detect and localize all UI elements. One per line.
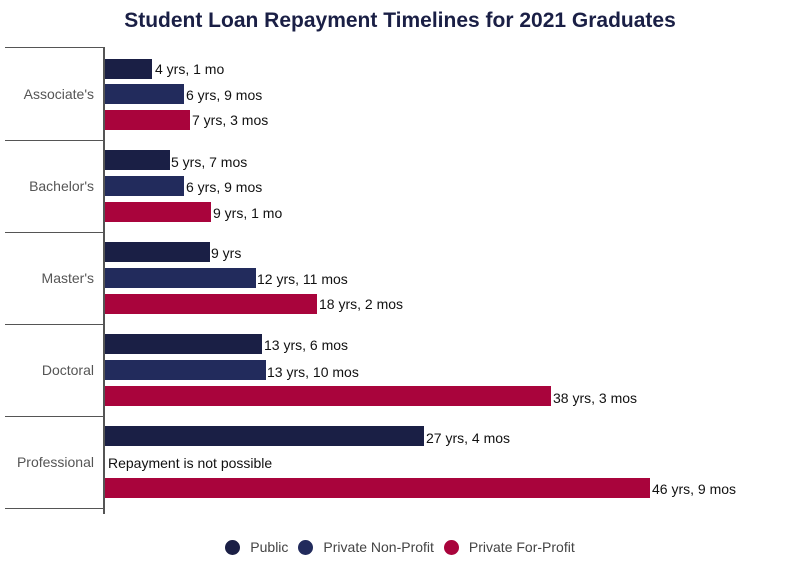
legend-item-public[interactable]: Public xyxy=(225,539,288,555)
bar-label: 38 yrs, 3 mos xyxy=(553,390,638,406)
bar-masters-private-non-profit xyxy=(105,268,256,288)
category-divider xyxy=(5,324,104,325)
bar-associates-private-for-profit xyxy=(105,110,190,130)
bar-masters-private-for-profit xyxy=(105,294,317,314)
bar-label: 27 yrs, 4 mos xyxy=(426,430,511,446)
bar-label: 9 yrs, 1 mo xyxy=(213,205,283,221)
category-label-masters: Master's xyxy=(41,270,94,286)
legend-item-private-for-profit[interactable]: Private For-Profit xyxy=(443,539,575,555)
bar-label: 12 yrs, 11 mos xyxy=(257,271,348,287)
bar-associates-public xyxy=(105,59,152,79)
legend-label: Private Non-Profit xyxy=(323,539,434,555)
bar-label-not-possible: Repayment is not possible xyxy=(108,455,273,471)
bar-masters-public xyxy=(105,242,210,262)
legend-dot-icon xyxy=(443,539,459,555)
legend-label: Private For-Profit xyxy=(468,539,575,555)
bar-label: 9 yrs xyxy=(211,245,242,261)
legend-item-private-non-profit[interactable]: Private Non-Profit xyxy=(298,539,434,555)
legend: Public Private Non-Profit Private For-Pr… xyxy=(0,539,800,555)
bar-label: 6 yrs, 9 mos xyxy=(186,87,263,103)
category-divider xyxy=(5,416,104,417)
category-label-professional: Professional xyxy=(16,454,94,470)
category-label-doctoral: Doctoral xyxy=(41,362,94,378)
bar-label: 4 yrs, 1 mo xyxy=(155,61,225,77)
y-axis-line xyxy=(103,47,105,514)
category-label-associates: Associate's xyxy=(23,86,94,102)
legend-dot-icon xyxy=(225,539,241,555)
bar-label: 13 yrs, 6 mos xyxy=(264,337,349,353)
bar-professional-private-for-profit xyxy=(105,478,650,498)
bar-doctoral-private-non-profit xyxy=(105,360,266,380)
bar-label: 7 yrs, 3 mos xyxy=(192,112,269,128)
category-label-bachelors: Bachelor's xyxy=(29,178,94,194)
bar-bachelors-private-non-profit xyxy=(105,176,184,196)
bar-label: 18 yrs, 2 mos xyxy=(319,296,404,312)
bar-label: 6 yrs, 9 mos xyxy=(186,179,263,195)
chart-title: Student Loan Repayment Timelines for 202… xyxy=(124,9,676,32)
bar-bachelors-public xyxy=(105,150,170,170)
category-divider xyxy=(5,47,104,48)
category-divider xyxy=(5,232,104,233)
bar-associates-private-non-profit xyxy=(105,84,184,104)
legend-dot-icon xyxy=(298,539,314,555)
category-divider xyxy=(5,508,104,509)
bar-professional-public xyxy=(105,426,424,446)
legend-label: Public xyxy=(250,539,289,555)
bar-doctoral-private-for-profit xyxy=(105,386,551,406)
bar-label: 46 yrs, 9 mos xyxy=(652,481,737,497)
bar-bachelors-private-for-profit xyxy=(105,202,211,222)
bar-doctoral-public xyxy=(105,334,262,354)
category-divider xyxy=(5,140,104,141)
bar-label: 13 yrs, 10 mos xyxy=(267,364,359,380)
bar-label: 5 yrs, 7 mos xyxy=(171,154,248,170)
